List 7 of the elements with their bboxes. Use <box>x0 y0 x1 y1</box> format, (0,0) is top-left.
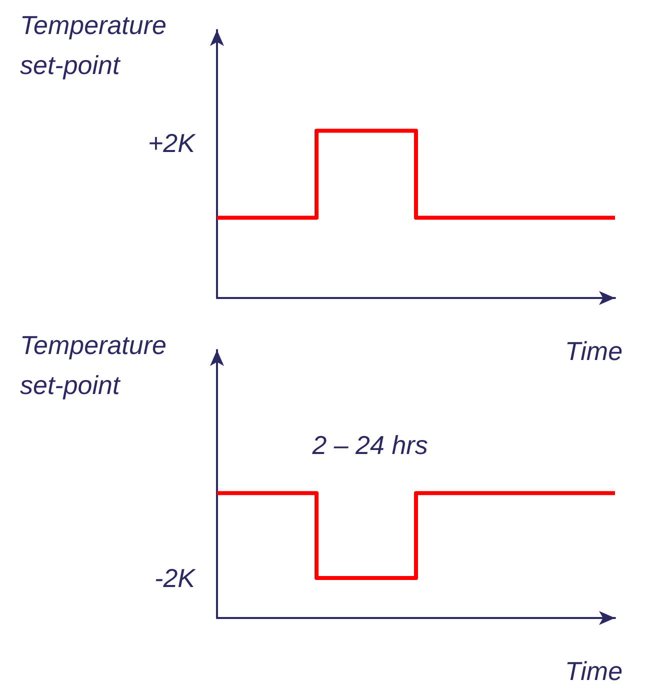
y-axis-title: Temperature set-point <box>20 330 166 400</box>
x-axis-title: Time <box>565 656 623 686</box>
x-axis-title: Time <box>565 336 623 366</box>
y-axis-title: Temperature set-point <box>20 10 166 80</box>
text: -2K <box>154 563 197 593</box>
text: +2K <box>148 128 197 158</box>
text: 2 – 24 hrs <box>311 430 428 460</box>
